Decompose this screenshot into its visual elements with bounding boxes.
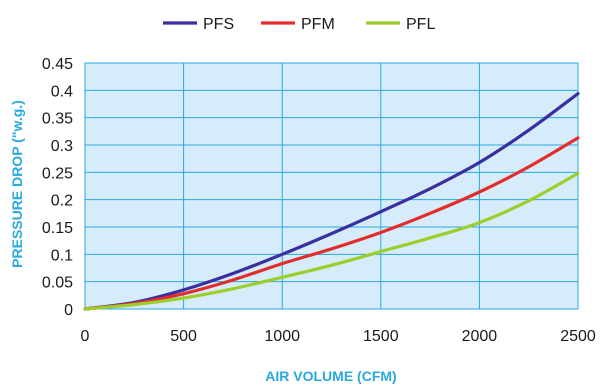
series-line-pfm xyxy=(83,136,580,311)
y-tick-label: 0.35 xyxy=(42,111,73,128)
x-axis-title: AIR VOLUME (CFM) xyxy=(265,368,396,384)
plot-border xyxy=(84,62,579,310)
series-line-pfl xyxy=(83,171,580,311)
y-tick-label: 0 xyxy=(64,302,73,319)
legend: PFS PFM PFL xyxy=(163,16,435,33)
legend-label-pfl: PFL xyxy=(406,16,435,33)
x-tick-label: 1500 xyxy=(363,328,399,345)
x-tick-label: 2000 xyxy=(462,328,498,345)
y-tick-label: 0.1 xyxy=(51,247,73,264)
y-tick-label: 0.4 xyxy=(51,83,73,100)
series-line-pfs xyxy=(83,92,580,311)
y-axis-title: PRESSURE DROP ("w.g.) xyxy=(9,100,25,268)
y-tick-label: 0.15 xyxy=(42,220,73,237)
y-tick-label: 0.25 xyxy=(42,165,73,182)
y-tick-labels: 0 0.05 0.1 0.15 0.2 0.25 0.3 0.35 0.4 0.45 xyxy=(42,56,73,319)
x-tick-labels: 0 500 1000 1500 2000 2500 xyxy=(81,328,596,345)
series-lines xyxy=(83,92,580,311)
x-tick-label: 1000 xyxy=(264,328,300,345)
y-tick-label: 0.05 xyxy=(42,275,73,292)
x-tick-label: 500 xyxy=(170,328,197,345)
legend-label-pfs: PFS xyxy=(203,16,234,33)
y-tick-label: 0.45 xyxy=(42,56,73,73)
y-tick-label: 0.3 xyxy=(51,138,73,155)
y-tick-label: 0.2 xyxy=(51,193,73,210)
legend-label-pfm: PFM xyxy=(301,16,335,33)
x-tick-label: 0 xyxy=(81,328,90,345)
plot-area xyxy=(85,63,578,309)
x-tick-label: 2500 xyxy=(560,328,596,345)
